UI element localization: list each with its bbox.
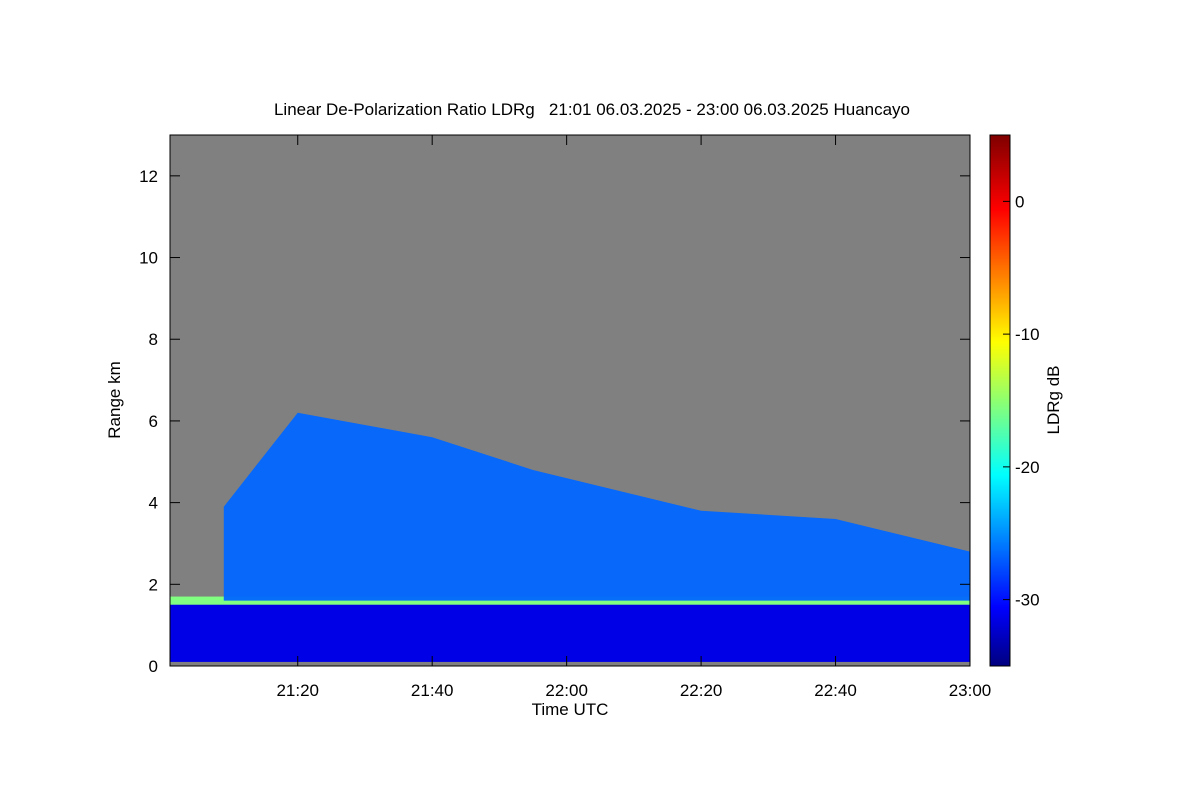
y-axis-label: Range km xyxy=(105,361,124,438)
cirrus-layer xyxy=(223,412,970,601)
y-tick-label: 0 xyxy=(149,657,158,676)
colorbar: 0 -10 -20 -30 LDRg dB xyxy=(989,134,1063,667)
x-tick-label: 21:40 xyxy=(411,681,454,700)
boundary-layer-region xyxy=(170,604,970,662)
y-tick-label: 4 xyxy=(149,494,158,513)
colorbar-gradient xyxy=(989,134,1011,667)
chart-title: Linear De-Polarization Ratio LDRg 21:01 … xyxy=(274,100,910,119)
colorbar-tick-label: -30 xyxy=(1015,591,1040,610)
y-tick-label: 10 xyxy=(139,249,158,268)
x-axis-label: Time UTC xyxy=(532,700,609,719)
x-tick-label: 22:00 xyxy=(545,681,588,700)
colorbar-tick-label: -10 xyxy=(1015,325,1040,344)
y-tick-label: 2 xyxy=(149,575,158,594)
y-tick-label: 6 xyxy=(149,412,158,431)
colorbar-tick-label: 0 xyxy=(1015,192,1024,211)
y-tick-label: 12 xyxy=(139,167,158,186)
plot-frame xyxy=(169,134,971,667)
y-tick-label: 8 xyxy=(149,330,158,349)
colorbar-tick-label: -20 xyxy=(1015,458,1040,477)
x-tick-label: 22:20 xyxy=(680,681,723,700)
axis-ticks: 0 2 4 6 8 10 12 21:20 21:40 22:00 22:20 22:40 23:00 xyxy=(139,135,991,700)
x-tick-label: 21:20 xyxy=(276,681,319,700)
x-tick-label: 23:00 xyxy=(949,681,992,700)
colorbar-label: LDRg dB xyxy=(1044,366,1063,435)
plot-area xyxy=(170,135,970,666)
x-tick-label: 22:40 xyxy=(814,681,857,700)
